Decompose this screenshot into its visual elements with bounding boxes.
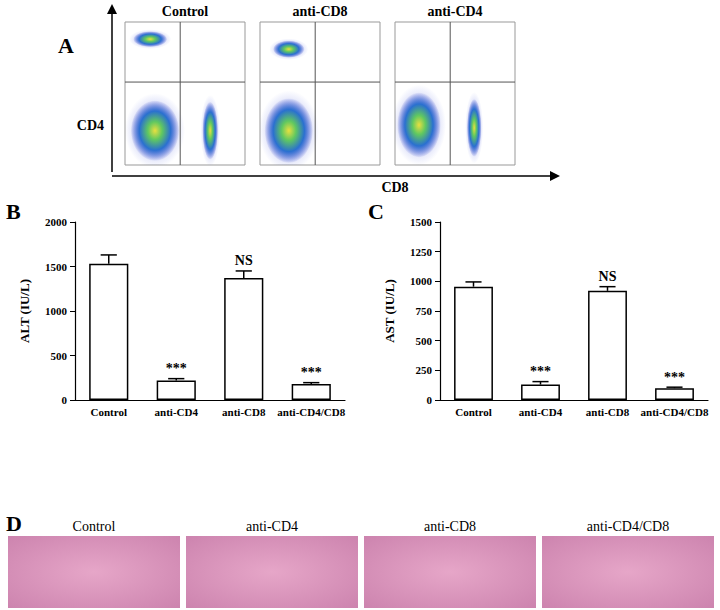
svg-text:1500: 1500 [45, 261, 68, 273]
svg-text:1000: 1000 [45, 305, 68, 317]
svg-text:CD8: CD8 [381, 180, 408, 195]
svg-text:anti-CD4/CD8: anti-CD4/CD8 [641, 406, 709, 418]
svg-text:A: A [58, 33, 74, 58]
svg-text:anti-CD4: anti-CD4 [155, 406, 199, 418]
svg-text:Control: Control [455, 406, 491, 418]
svg-text:Control: Control [162, 4, 209, 19]
svg-text:C: C [368, 199, 384, 224]
svg-text:500: 500 [51, 350, 68, 362]
svg-text:***: *** [166, 361, 187, 376]
svg-text:NS: NS [235, 253, 253, 268]
svg-text:ALT (IU/L): ALT (IU/L) [17, 279, 32, 343]
svg-text:0: 0 [62, 394, 68, 406]
svg-text:1000: 1000 [410, 275, 433, 287]
svg-text:D: D [6, 511, 22, 536]
svg-text:AST (IU/L): AST (IU/L) [382, 279, 397, 343]
svg-text:anti-CD4/CD8: anti-CD4/CD8 [277, 406, 345, 418]
svg-text:anti-CD8: anti-CD8 [424, 519, 476, 534]
svg-text:anti-CD4: anti-CD4 [427, 4, 482, 19]
svg-text:CD4: CD4 [77, 118, 104, 133]
svg-text:B: B [6, 199, 21, 224]
svg-text:anti-CD4/CD8: anti-CD4/CD8 [587, 519, 669, 534]
svg-text:0: 0 [427, 394, 433, 406]
svg-text:2000: 2000 [45, 216, 68, 228]
svg-text:anti-CD4: anti-CD4 [246, 519, 298, 534]
svg-text:NS: NS [599, 269, 617, 284]
svg-text:1500: 1500 [410, 216, 433, 228]
svg-text:500: 500 [416, 335, 433, 347]
svg-text:Control: Control [73, 519, 116, 534]
svg-text:anti-CD8: anti-CD8 [222, 406, 266, 418]
svg-text:***: *** [530, 364, 551, 379]
svg-text:750: 750 [416, 305, 433, 317]
svg-text:anti-CD8: anti-CD8 [586, 406, 630, 418]
svg-text:***: *** [301, 365, 322, 380]
svg-text:1250: 1250 [410, 246, 433, 258]
svg-text:Control: Control [91, 406, 127, 418]
svg-text:***: *** [664, 370, 685, 385]
svg-text:anti-CD8: anti-CD8 [292, 4, 347, 19]
svg-text:250: 250 [416, 364, 433, 376]
svg-text:anti-CD4: anti-CD4 [519, 406, 563, 418]
